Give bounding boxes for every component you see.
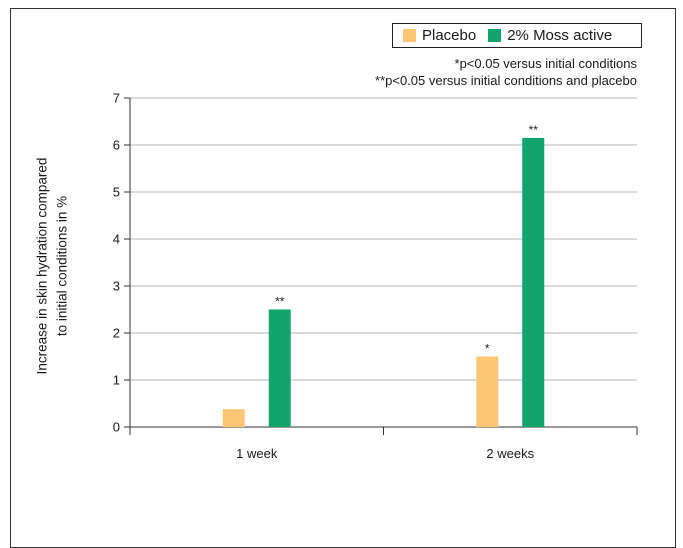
y-tick-label: 1 <box>113 373 120 388</box>
chart-legend: Placebo 2% Moss active <box>392 23 642 48</box>
bar-placebo <box>476 356 499 427</box>
y-tick-label: 0 <box>113 420 120 435</box>
legend-item-moss: 2% Moss active <box>488 27 612 44</box>
legend-swatch-placebo <box>403 29 416 42</box>
y-tick-label: 2 <box>113 326 120 341</box>
y-tick-label: 4 <box>113 232 120 247</box>
significance-note-double: **p<0.05 versus initial conditions and p… <box>375 73 637 88</box>
legend-label-placebo: Placebo <box>422 27 477 44</box>
legend-item-placebo: Placebo <box>403 27 476 44</box>
y-tick-label: 5 <box>113 185 120 200</box>
bar-2-moss-active <box>522 137 545 427</box>
significance-marker: ** <box>275 295 285 309</box>
y-tick-label: 6 <box>113 138 120 153</box>
legend-swatch-moss <box>488 29 502 42</box>
significance-marker: ** <box>529 123 539 137</box>
x-category-label: 1 week <box>236 446 278 461</box>
x-category-label: 2 weeks <box>486 446 534 461</box>
y-tick-label: 7 <box>113 91 120 106</box>
bar-2-moss-active <box>268 309 291 427</box>
bar-placebo <box>222 409 245 427</box>
y-tick-label: 3 <box>113 279 120 294</box>
significance-note-single: *p<0.05 versus initial conditions <box>454 56 637 71</box>
significance-marker: * <box>485 342 490 356</box>
legend-label-moss: 2% Moss active <box>507 27 613 44</box>
